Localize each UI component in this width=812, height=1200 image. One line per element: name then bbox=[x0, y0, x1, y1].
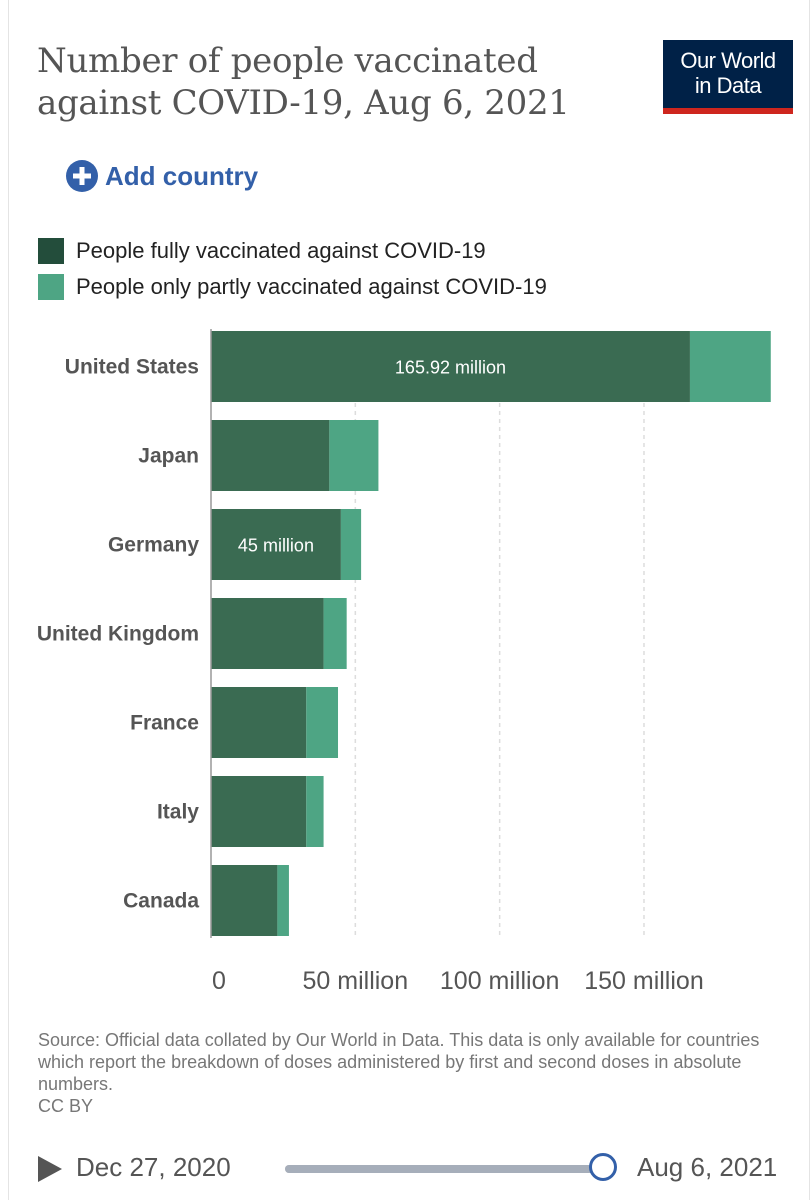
source-note: Source: Official data collated by Our Wo… bbox=[38, 1029, 778, 1117]
timeline-track[interactable] bbox=[285, 1153, 617, 1181]
legend-item-fully[interactable]: People fully vaccinated against COVID-19 bbox=[38, 236, 486, 266]
plus-circle-icon bbox=[66, 160, 98, 192]
category-label: Germany bbox=[108, 534, 199, 557]
bar-fully-6 bbox=[211, 865, 278, 936]
owid-logo[interactable]: Our World in Data bbox=[663, 40, 793, 114]
logo-line-1: Our World bbox=[680, 48, 776, 73]
source-text: Source: Official data collated by Our Wo… bbox=[38, 1030, 760, 1094]
category-label: France bbox=[130, 712, 199, 735]
bar-fully-0 bbox=[211, 331, 690, 402]
add-country-button[interactable]: Add country bbox=[65, 158, 258, 194]
legend-swatch-partly bbox=[38, 274, 64, 300]
legend-label-fully: People fully vaccinated against COVID-19 bbox=[76, 238, 486, 263]
timeline-handle[interactable] bbox=[589, 1153, 617, 1181]
license-text[interactable]: CC BY bbox=[38, 1096, 94, 1116]
x-tick-label: 100 million bbox=[440, 967, 560, 995]
x-tick-label: 50 million bbox=[303, 967, 409, 995]
legend-label-partly: People only partly vaccinated against CO… bbox=[76, 274, 547, 299]
bar-partly-3 bbox=[323, 598, 347, 669]
timeline-track-fill bbox=[285, 1165, 603, 1173]
category-label: United States bbox=[65, 356, 199, 379]
legend-item-partly[interactable]: People only partly vaccinated against CO… bbox=[38, 272, 547, 302]
x-tick-label: 150 million bbox=[584, 967, 704, 995]
timeline: Dec 27, 2020 Aug 6, 2021 bbox=[0, 1140, 812, 1200]
add-country-label: Add country bbox=[105, 160, 259, 191]
x-tick-label: 0 bbox=[212, 967, 226, 995]
bar-partly-4 bbox=[306, 687, 339, 758]
bar-partly-1 bbox=[329, 420, 379, 491]
chart-frame bbox=[8, 0, 810, 1200]
bar-chart: United States Japan Germany United Kingdom F… bbox=[37, 329, 771, 995]
play-icon[interactable] bbox=[36, 1154, 64, 1184]
bar-fully-3 bbox=[211, 598, 324, 669]
bar-partly-6 bbox=[277, 865, 289, 936]
data-label: 45 million bbox=[238, 536, 314, 556]
category-label: United Kingdom bbox=[37, 623, 199, 646]
bar-fully-1 bbox=[211, 420, 330, 491]
category-label: Italy bbox=[157, 801, 199, 824]
legend-swatch-fully bbox=[38, 238, 64, 264]
bar-fully-5 bbox=[211, 776, 307, 847]
category-label: Canada bbox=[123, 890, 199, 913]
timeline-start-date[interactable]: Dec 27, 2020 bbox=[76, 1152, 231, 1182]
bar-partly-5 bbox=[306, 776, 324, 847]
bar-fully-4 bbox=[211, 687, 307, 758]
bar-partly-2 bbox=[340, 509, 362, 580]
bar-partly-0 bbox=[689, 331, 771, 402]
timeline-end-date[interactable]: Aug 6, 2021 bbox=[637, 1152, 778, 1182]
chart-title: Number of people vaccinated against COVI… bbox=[37, 41, 570, 123]
data-label: 165.92 million bbox=[395, 358, 506, 378]
bar-fully-2 bbox=[211, 509, 341, 580]
logo-line-2: in Data bbox=[694, 73, 762, 98]
category-label: Japan bbox=[138, 445, 199, 468]
